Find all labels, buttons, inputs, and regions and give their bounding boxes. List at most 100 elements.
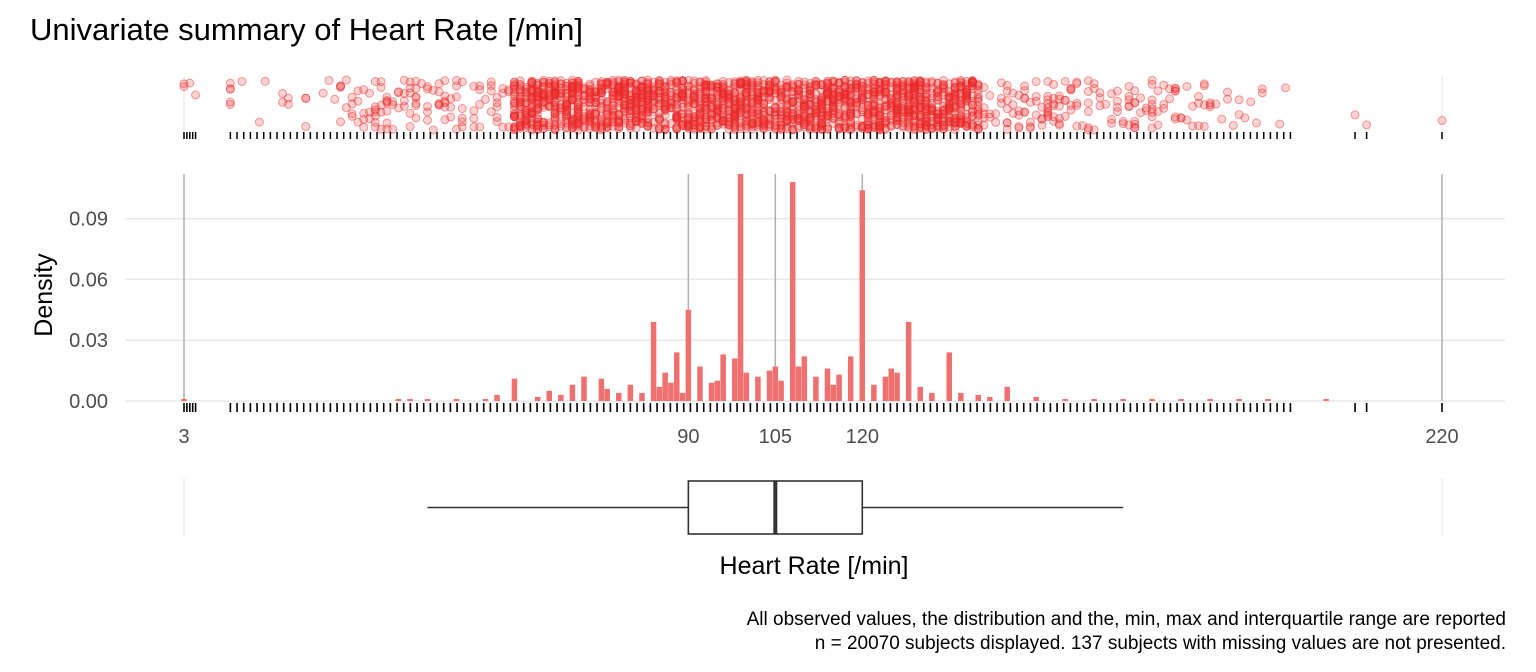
jitter-point: [730, 111, 740, 121]
jitter-point: [857, 95, 867, 105]
jitter-point: [672, 82, 682, 92]
jitter-point: [509, 101, 519, 111]
histogram-bar: [836, 374, 842, 401]
jitter-point: [904, 77, 914, 87]
jitter-point: [1020, 85, 1030, 95]
jitter-point: [1275, 119, 1285, 129]
jitter-point: [944, 104, 954, 114]
jitter-point: [892, 103, 902, 113]
jitter-point: [533, 86, 543, 96]
jitter-point: [944, 113, 954, 123]
jitter-point: [527, 102, 537, 112]
jitter-point: [191, 90, 201, 100]
jitter-point: [388, 124, 398, 134]
jitter-point: [788, 114, 798, 124]
x-tick-label: 3: [178, 426, 189, 448]
jitter-point: [678, 92, 688, 102]
jitter-point: [527, 98, 537, 108]
jitter-point: [666, 87, 676, 97]
jitter-point: [701, 87, 711, 97]
jitter-point: [695, 99, 705, 109]
jitter-point: [666, 75, 676, 85]
jitter-point: [892, 116, 902, 126]
jitter-point: [544, 101, 554, 111]
jitter-point: [846, 102, 856, 112]
jitter-point: [620, 79, 630, 89]
histogram-bar: [581, 376, 587, 401]
jitter-point: [967, 106, 977, 116]
jitter-point: [747, 99, 757, 109]
jitter-point: [573, 109, 583, 119]
jitter-point: [1246, 97, 1256, 107]
jitter-point: [863, 121, 873, 131]
jitter-point: [822, 90, 832, 100]
jitter-point: [759, 106, 769, 116]
jitter-point: [898, 102, 908, 112]
jitter-point: [863, 117, 873, 127]
jitter-point: [904, 114, 914, 124]
histogram-bar: [424, 398, 431, 401]
jitter-point: [1043, 76, 1053, 86]
jitter-point: [736, 77, 746, 87]
jitter-point: [857, 93, 867, 103]
jitter-point: [712, 79, 722, 89]
jitter-point: [1054, 120, 1064, 130]
jitter-point: [1014, 122, 1024, 132]
jitter-point: [1014, 106, 1024, 116]
jitter-point: [521, 84, 531, 94]
jitter-point: [1176, 113, 1186, 123]
jitter-point: [608, 94, 618, 104]
jitter-point: [805, 108, 815, 118]
jitter-point: [585, 121, 595, 131]
jitter-point: [904, 93, 914, 103]
jitter-point: [620, 83, 630, 93]
histogram-bar: [697, 366, 703, 401]
jitter-point: [811, 113, 821, 123]
jitter-point: [909, 105, 919, 115]
jitter-point: [608, 88, 618, 98]
jitter-point: [869, 121, 879, 131]
jitter-point: [973, 120, 983, 130]
jitter-point: [278, 88, 288, 98]
histogram-bar: [534, 396, 541, 401]
jitter-point: [811, 122, 821, 132]
jitter-point: [533, 91, 543, 101]
jitter-point: [1083, 123, 1093, 133]
jitter-point: [666, 96, 676, 106]
jitter-point: [776, 91, 786, 101]
jitter-point: [776, 120, 786, 130]
jitter-point: [579, 122, 589, 132]
jitter-point: [724, 110, 734, 120]
jitter-point: [620, 100, 630, 110]
jitter-point: [596, 88, 606, 98]
jitter-point: [811, 108, 821, 118]
jitter-point: [654, 115, 664, 125]
jitter-point: [782, 107, 792, 117]
jitter-point: [869, 120, 879, 130]
jitter-point: [794, 86, 804, 96]
jitter-point: [822, 89, 832, 99]
jitter-point: [637, 104, 647, 114]
jitter-point: [817, 110, 827, 120]
jitter-point: [730, 118, 740, 128]
jitter-point: [457, 104, 467, 114]
jitter-point: [643, 95, 653, 105]
histogram-bar: [766, 370, 773, 401]
jitter-point: [1112, 86, 1122, 96]
jitter-point: [550, 120, 560, 130]
jitter-point: [620, 99, 630, 109]
jitter-point: [799, 94, 809, 104]
jitter-point: [736, 79, 746, 89]
jitter-point: [1095, 101, 1105, 111]
jitter-point: [741, 108, 751, 118]
jitter-point: [550, 125, 560, 135]
jitter-point: [533, 117, 543, 127]
jitter-point: [950, 103, 960, 113]
jitter-point: [649, 86, 659, 96]
jitter-point: [660, 110, 670, 120]
jitter-point: [538, 77, 548, 87]
jitter-point: [770, 111, 780, 121]
jitter-point: [1176, 113, 1186, 123]
jitter-point: [1043, 103, 1053, 113]
jitter-point: [695, 84, 705, 94]
